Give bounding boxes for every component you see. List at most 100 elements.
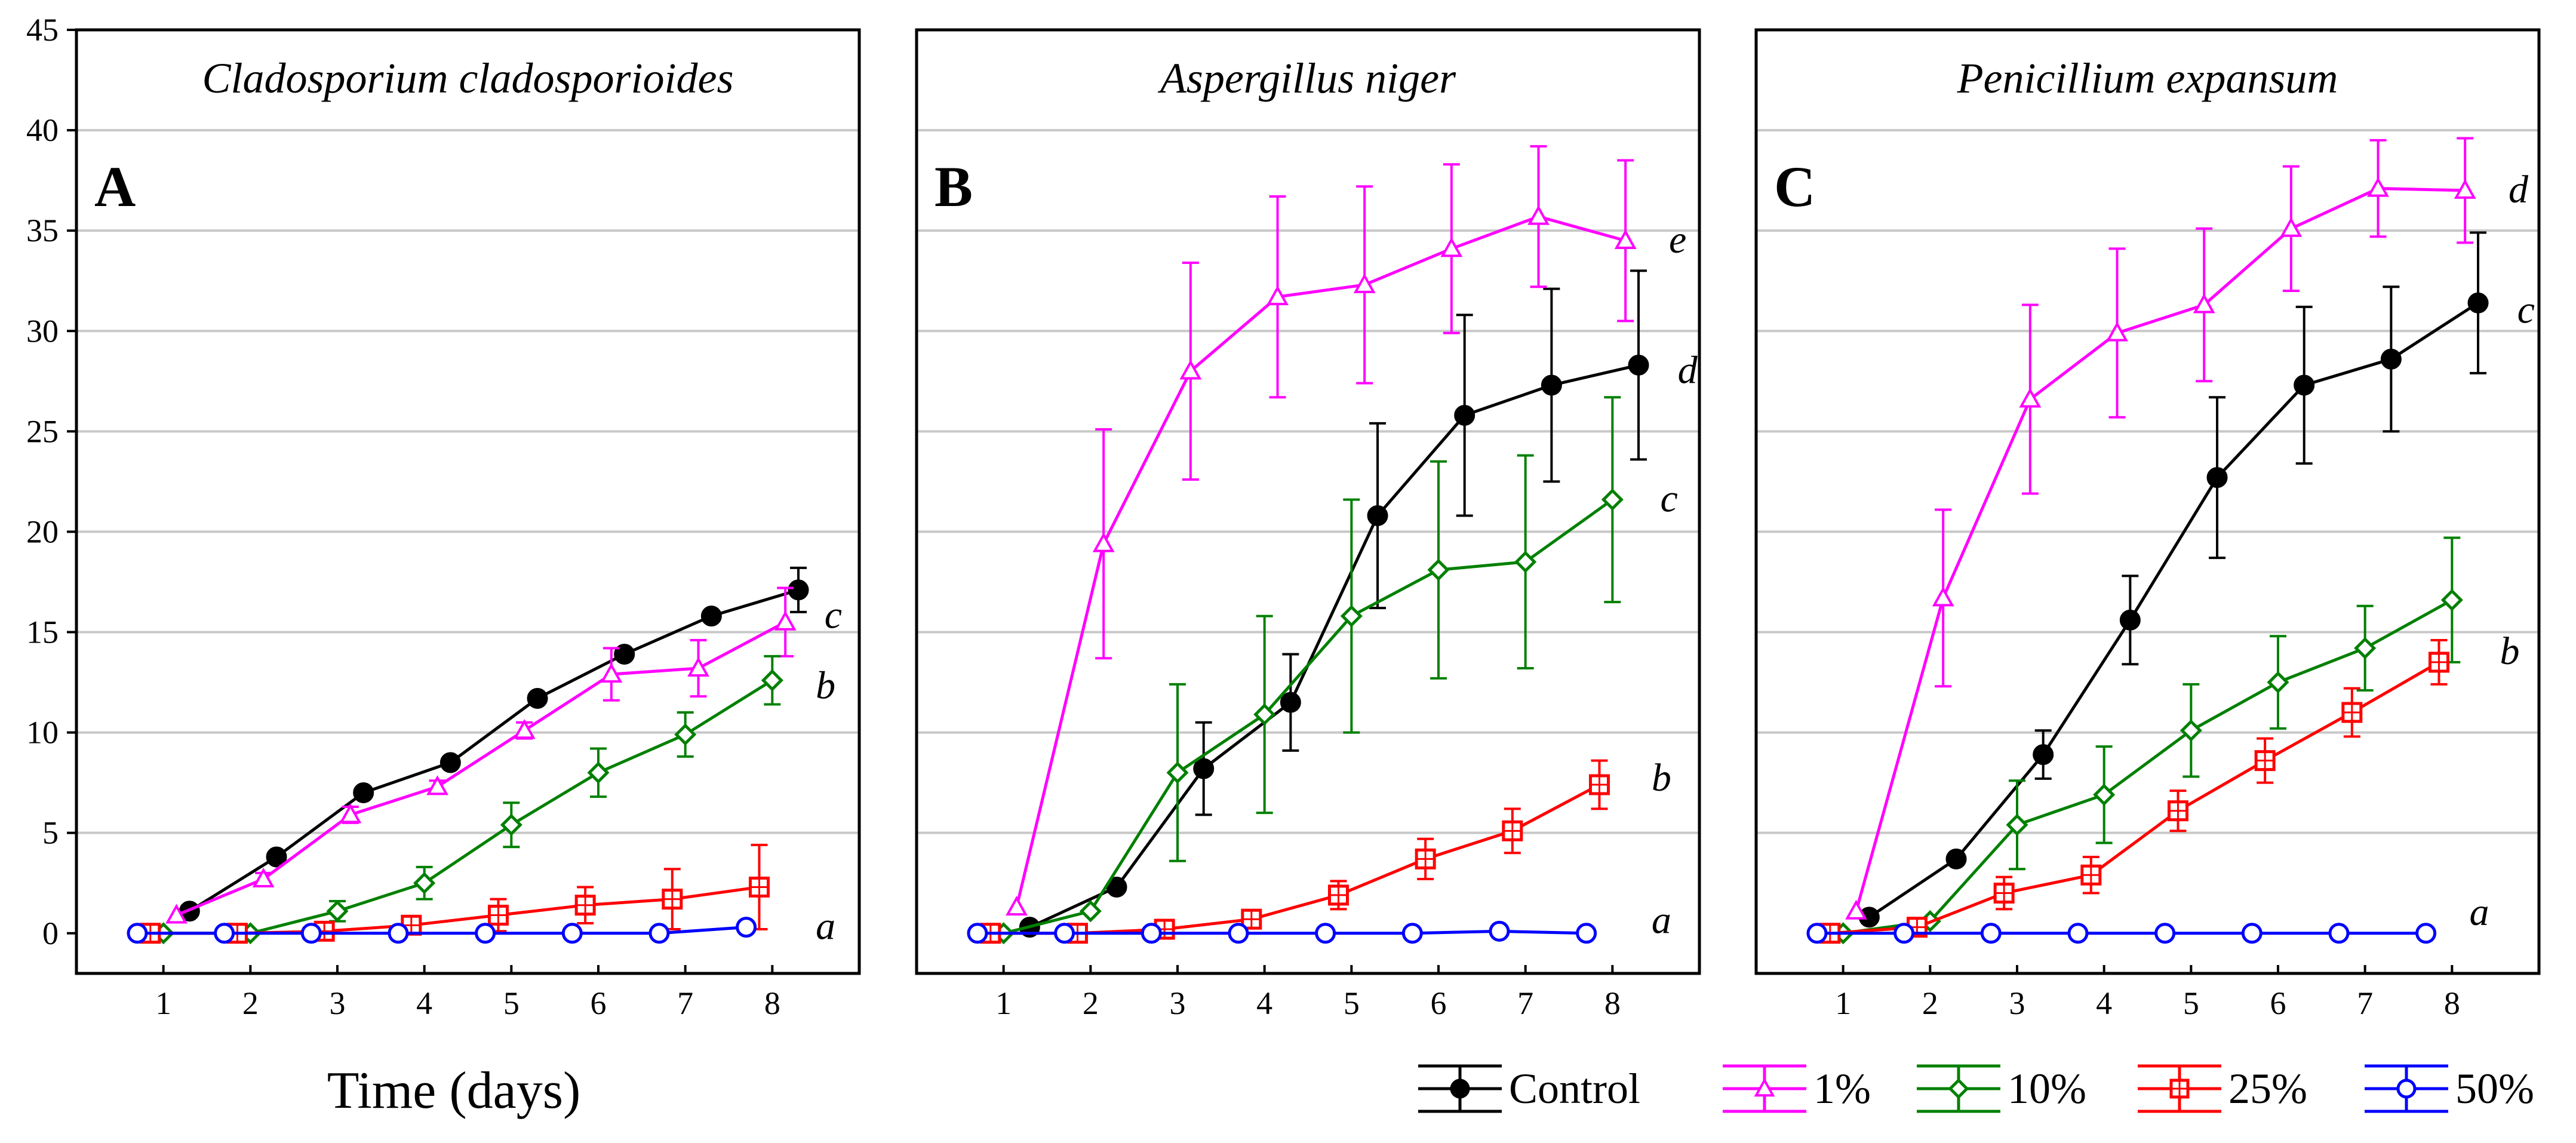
data-point-marker <box>2067 923 2089 944</box>
series-control: c <box>179 566 842 922</box>
x-tick-label: 1 <box>995 985 1012 1021</box>
data-point-marker <box>1948 1078 1969 1099</box>
y-tick-label: 30 <box>26 313 59 349</box>
data-point-marker <box>587 761 610 784</box>
series-1pct: d <box>1845 137 2529 920</box>
data-point-marker <box>214 923 235 944</box>
data-point-marker <box>2467 292 2489 314</box>
data-point-marker <box>1340 605 1363 628</box>
data-point-marker <box>2119 609 2141 631</box>
significance-letter: c <box>1660 477 1677 521</box>
data-point-marker <box>2241 923 2263 944</box>
x-tick-label: 4 <box>1256 985 1272 1021</box>
significance-letter: c <box>2517 288 2535 332</box>
data-point-marker <box>2033 744 2054 766</box>
series-line <box>176 620 786 917</box>
plot-frame <box>1754 28 2541 975</box>
series-50pct: a <box>127 905 835 948</box>
panel-letter: C <box>1774 155 1815 219</box>
x-tick-label: 6 <box>1431 985 1447 1021</box>
series-line <box>1029 363 1639 929</box>
x-tick-label: 7 <box>2357 985 2373 1021</box>
x-tick-label: 1 <box>155 985 171 1021</box>
data-point-marker <box>687 656 709 677</box>
data-point-marker <box>2396 1079 2417 1099</box>
x-tick-label: 1 <box>1835 985 1851 1021</box>
y-tick-label: 35 <box>26 213 59 248</box>
significance-letter: a <box>816 905 835 948</box>
data-point-marker <box>2180 719 2202 742</box>
data-point-marker <box>439 752 461 773</box>
series-10pct: c <box>992 396 1678 945</box>
x-tick-label: 7 <box>677 985 693 1021</box>
legend-label: 25% <box>2228 1065 2307 1113</box>
series-control: c <box>1858 231 2535 928</box>
x-tick-label: 7 <box>1517 985 1533 1021</box>
data-point-marker <box>1106 876 1127 898</box>
data-point-marker <box>1893 923 1915 944</box>
data-point-marker <box>1527 205 1550 225</box>
series-line <box>1003 498 1613 935</box>
data-point-marker <box>2019 388 2042 408</box>
data-point-marker <box>700 606 722 627</box>
data-point-marker <box>1401 923 1423 944</box>
significance-letter: c <box>825 594 842 637</box>
series-50pct: a <box>967 899 1671 944</box>
significance-letter: d <box>2509 168 2529 211</box>
data-point-marker <box>1267 285 1289 306</box>
x-tick-label: 2 <box>1083 985 1099 1021</box>
y-tick-label: 10 <box>26 715 59 751</box>
y-tick-label: 45 <box>26 12 59 48</box>
series-1pct: e <box>1006 145 1686 916</box>
y-tick-label: 5 <box>42 815 59 851</box>
data-point-marker <box>326 900 349 923</box>
data-point-marker <box>1514 551 1537 573</box>
x-tick-label: 6 <box>591 985 607 1021</box>
data-point-marker <box>413 872 436 895</box>
data-point-marker <box>1141 923 1162 944</box>
data-point-marker <box>1092 532 1115 552</box>
significance-letter: d <box>1678 348 1698 392</box>
panel-letter: A <box>94 155 136 219</box>
x-tick-label: 8 <box>2444 985 2460 1021</box>
x-tick-label: 5 <box>2183 985 2199 1021</box>
chart-title: Aspergillus niger <box>1158 54 1456 102</box>
data-point-marker <box>1614 229 1637 249</box>
y-tick-label: 15 <box>26 614 59 650</box>
y-tick-label: 0 <box>42 915 59 951</box>
x-tick-label: 8 <box>764 985 780 1021</box>
data-point-marker <box>527 687 548 709</box>
data-point-marker <box>513 719 536 739</box>
x-tick-label: 5 <box>503 985 519 1021</box>
x-tick-label: 2 <box>1922 985 1938 1021</box>
data-point-marker <box>2006 813 2028 836</box>
legend-item: 1% <box>1723 1064 1871 1113</box>
plot-area <box>76 30 859 973</box>
data-point-marker <box>736 917 757 938</box>
data-point-marker <box>614 643 635 665</box>
legend-item: Control <box>1418 1064 1640 1113</box>
legend-item: 10% <box>1917 1064 2086 1113</box>
data-point-marker <box>788 579 809 601</box>
data-point-marker <box>774 610 797 631</box>
y-tick-label: 40 <box>26 112 59 148</box>
data-point-marker <box>1601 488 1624 511</box>
significance-letter: e <box>1669 218 1686 262</box>
significance-letter: b <box>2500 629 2519 673</box>
data-point-marker <box>2193 293 2215 314</box>
data-point-marker <box>1980 923 2002 944</box>
data-point-marker <box>600 662 623 683</box>
chart-title: Cladosporium cladosporioides <box>202 54 733 102</box>
data-point-marker <box>388 923 409 944</box>
data-point-marker <box>353 782 374 803</box>
x-tick-label: 3 <box>1170 985 1186 1021</box>
data-point-marker <box>1440 237 1463 257</box>
data-point-marker <box>2206 467 2228 488</box>
series-line <box>189 588 799 912</box>
data-point-marker <box>1054 923 1075 944</box>
x-tick-label: 3 <box>330 985 346 1021</box>
data-point-marker <box>1006 895 1028 916</box>
series-line <box>1015 215 1626 908</box>
